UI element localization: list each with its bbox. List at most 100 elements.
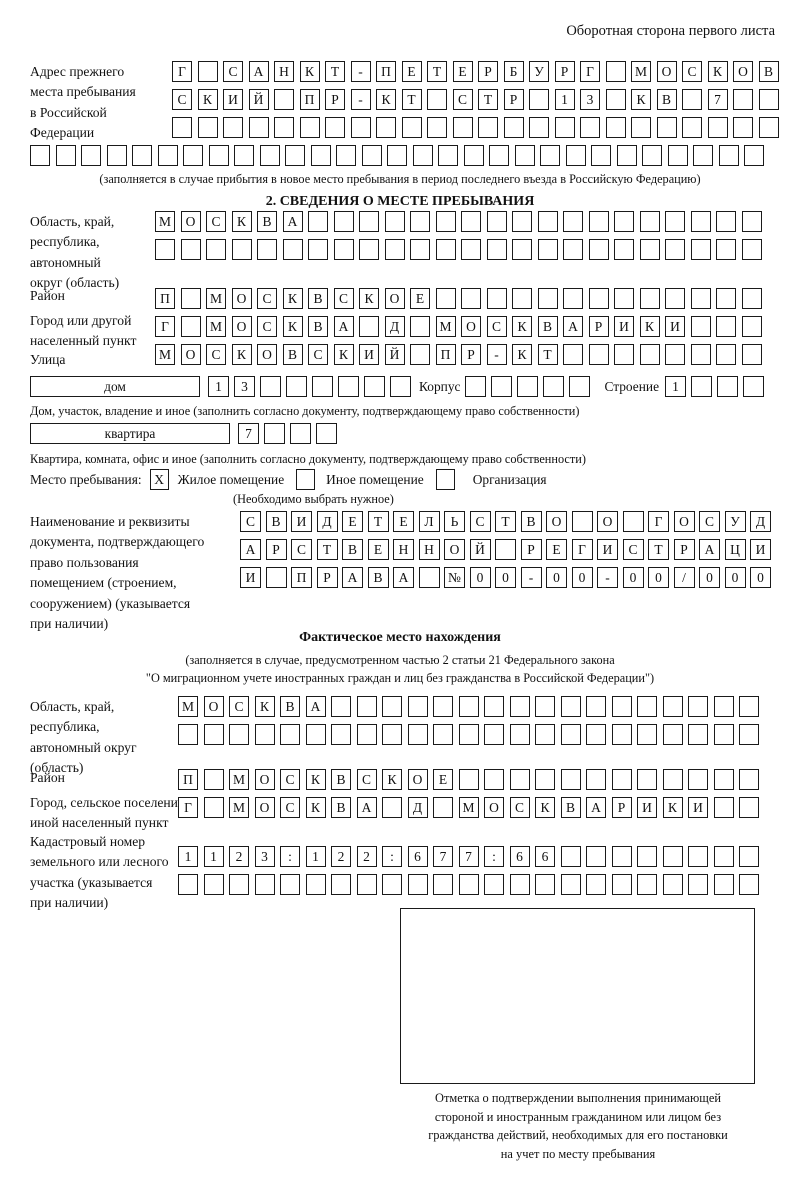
flat-row[interactable]: 7 (238, 423, 337, 444)
char-cell[interactable]: С (280, 797, 300, 818)
char-cell[interactable] (512, 239, 532, 260)
char-cell[interactable] (560, 724, 581, 745)
char-cell[interactable]: Ь (444, 511, 465, 532)
char-cell[interactable]: Е (433, 769, 453, 790)
char-cell[interactable] (631, 117, 651, 138)
char-cell[interactable] (739, 724, 759, 745)
char-cell[interactable]: Р (478, 61, 498, 82)
char-cell[interactable]: 0 (622, 567, 644, 588)
char-cell[interactable] (688, 769, 708, 790)
char-cell[interactable]: Е (342, 511, 363, 532)
char-cell[interactable] (588, 239, 609, 260)
char-cell[interactable] (410, 211, 430, 232)
char-cell[interactable] (758, 89, 779, 110)
char-cell[interactable] (611, 874, 632, 895)
char-cell[interactable] (376, 117, 396, 138)
char-cell[interactable] (614, 211, 634, 232)
char-cell[interactable] (682, 89, 702, 110)
char-cell[interactable] (588, 344, 609, 365)
korpus-row[interactable] (465, 376, 591, 397)
char-cell[interactable] (433, 724, 453, 745)
char-cell[interactable]: С (291, 539, 312, 560)
char-cell[interactable] (231, 239, 252, 260)
char-cell[interactable] (509, 874, 530, 895)
char-cell[interactable]: - (350, 61, 371, 82)
char-cell[interactable]: Д (384, 316, 405, 337)
char-cell[interactable] (458, 724, 479, 745)
char-cell[interactable] (591, 145, 611, 166)
char-cell[interactable] (543, 376, 565, 397)
char-cell[interactable] (356, 874, 377, 895)
char-cell[interactable]: Е (546, 539, 567, 560)
char-cell[interactable] (639, 239, 660, 260)
char-cell[interactable] (489, 145, 509, 166)
char-cell[interactable]: В (560, 797, 581, 818)
char-cell[interactable] (637, 874, 657, 895)
char-cell[interactable] (299, 117, 320, 138)
char-cell[interactable]: П (376, 61, 396, 82)
char-cell[interactable]: О (444, 539, 465, 560)
char-cell[interactable] (611, 769, 632, 790)
char-cell[interactable] (384, 239, 405, 260)
char-cell[interactable] (359, 316, 379, 337)
char-cell[interactable]: В (282, 344, 303, 365)
char-cell[interactable]: И (665, 316, 685, 337)
char-cell[interactable]: Р (520, 539, 542, 560)
char-cell[interactable]: 1 (208, 376, 229, 397)
char-cell[interactable]: 7 (707, 89, 728, 110)
char-cell[interactable]: И (223, 89, 243, 110)
char-cell[interactable]: 1 (305, 846, 326, 867)
char-cell[interactable]: 1 (178, 846, 198, 867)
char-cell[interactable] (517, 376, 539, 397)
char-cell[interactable]: 6 (509, 846, 530, 867)
char-cell[interactable] (274, 89, 294, 110)
char-cell[interactable] (484, 874, 504, 895)
char-cell[interactable]: О (546, 511, 567, 532)
char-cell[interactable]: П (299, 89, 320, 110)
doc-row-3[interactable]: И П Р А В А № 0 0-0 0-0 0/0 0 0 (240, 567, 771, 588)
char-cell[interactable] (693, 145, 713, 166)
char-cell[interactable]: К (305, 769, 326, 790)
char-cell[interactable]: Д (750, 511, 771, 532)
char-cell[interactable]: К (376, 89, 396, 110)
char-cell[interactable]: Г (648, 511, 669, 532)
char-cell[interactable]: М (155, 211, 175, 232)
char-cell[interactable] (614, 288, 634, 309)
char-cell[interactable] (178, 724, 198, 745)
char-cell[interactable] (688, 724, 708, 745)
char-cell[interactable]: О (231, 316, 252, 337)
char-cell[interactable] (55, 145, 76, 166)
char-cell[interactable]: Р (265, 539, 287, 560)
char-cell[interactable] (512, 211, 532, 232)
char-cell[interactable]: М (206, 288, 226, 309)
char-cell[interactable]: И (750, 539, 771, 560)
section3-region-row-2[interactable] (178, 724, 759, 745)
char-cell[interactable] (361, 145, 382, 166)
char-cell[interactable]: С (257, 316, 277, 337)
char-cell[interactable]: К (512, 344, 532, 365)
char-cell[interactable] (529, 89, 549, 110)
char-cell[interactable] (308, 211, 328, 232)
char-cell[interactable] (739, 846, 759, 867)
char-cell[interactable]: Т (325, 61, 345, 82)
char-cell[interactable]: 0 (724, 567, 746, 588)
char-cell[interactable]: И (688, 797, 708, 818)
char-cell[interactable]: А (393, 567, 414, 588)
char-cell[interactable] (333, 211, 354, 232)
char-cell[interactable] (264, 423, 285, 444)
char-cell[interactable] (713, 769, 734, 790)
char-cell[interactable]: 7 (458, 846, 479, 867)
char-cell[interactable]: С (486, 316, 507, 337)
char-cell[interactable] (180, 288, 201, 309)
char-cell[interactable]: Р (316, 567, 338, 588)
char-cell[interactable] (407, 874, 428, 895)
char-cell[interactable]: С (206, 344, 226, 365)
char-cell[interactable]: 0 (469, 567, 491, 588)
char-cell[interactable]: В (520, 511, 542, 532)
char-cell[interactable] (639, 288, 660, 309)
char-cell[interactable]: - (597, 567, 618, 588)
char-cell[interactable] (427, 89, 447, 110)
char-cell[interactable]: И (291, 511, 312, 532)
char-cell[interactable] (586, 724, 606, 745)
char-cell[interactable] (535, 696, 555, 717)
